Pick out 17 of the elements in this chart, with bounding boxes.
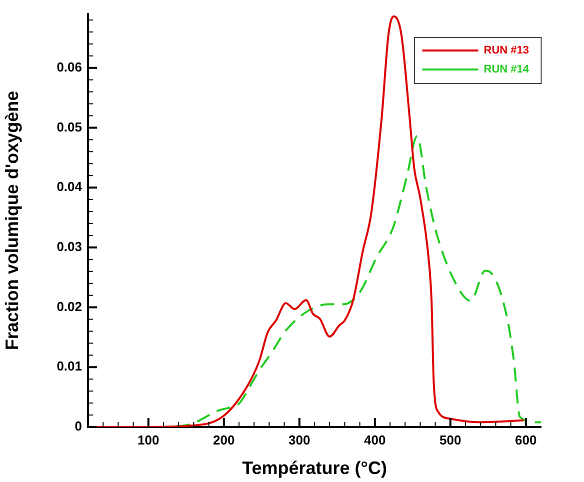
y-tick-label: 0.02 <box>56 298 82 314</box>
y-tick-label: 0 <box>74 418 82 434</box>
x-tick-label: 400 <box>364 432 386 448</box>
x-axis-title: Température (°C) <box>242 458 387 478</box>
text: RUN #14 <box>484 64 530 76</box>
x-tick-label: 300 <box>288 432 310 448</box>
y-tick-label: 0.03 <box>56 239 82 254</box>
text: RUN #13 <box>484 44 530 57</box>
x-tick-label: 100 <box>138 432 160 448</box>
y-axis-title: Fraction volumique d'oxygène <box>2 90 22 350</box>
x-tick-label: 600 <box>515 432 537 448</box>
y-tick-label: 0.01 <box>56 358 82 374</box>
x-tick-label: 500 <box>440 432 462 448</box>
y-tick-label: 0.06 <box>56 59 82 74</box>
x-tick-label: 200 <box>213 432 235 448</box>
y-tick-label: 0.05 <box>56 119 82 134</box>
y-tick-label: 0.04 <box>56 179 83 194</box>
